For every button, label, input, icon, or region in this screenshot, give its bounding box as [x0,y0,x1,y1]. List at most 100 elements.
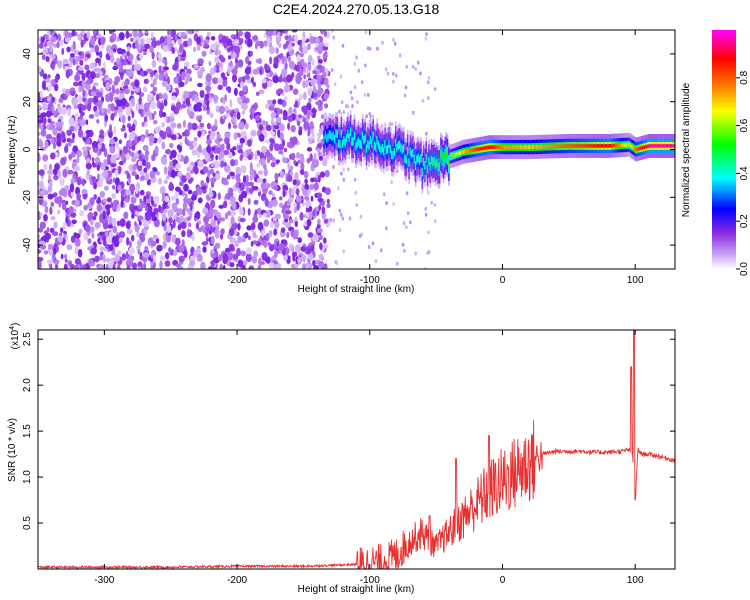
heatmap-noise-cell [85,162,92,170]
heatmap-noise-cell [168,247,172,253]
heatmap-signal-cell [657,144,660,148]
heatmap-noise-cell [330,68,334,73]
heatmap-noise-cell [99,246,105,251]
heatmap-noise-cell [237,236,243,244]
heatmap-signal-cell [388,139,390,149]
heatmap-signal-cell [337,139,340,148]
heatmap-noise-cell [43,49,49,55]
heatmap-noise-cell [268,46,275,55]
heatmap-noise-cell [267,80,273,88]
heatmap-noise-cell [126,228,133,235]
heatmap-noise-cell [273,185,279,190]
heatmap-noise-cell [225,112,230,118]
heatmap-noise-cell [302,188,308,196]
heatmap-noise-cell [268,230,273,237]
heatmap-noise-cell [299,70,304,77]
heatmap-signal-cell [331,132,333,142]
heatmap-noise-cell [117,166,122,175]
heatmap-noise-cell [191,90,196,96]
heatmap-noise-cell [294,220,298,228]
heatmap-signal-cell [489,145,491,149]
heatmap-noise-cell [199,90,205,98]
heatmap-noise-cell [280,227,286,233]
heatmap-noise-cell [100,108,105,114]
heatmap-noise-cell [177,224,182,231]
heatmap-noise-cell [61,201,67,211]
heatmap-noise-cell [136,231,140,238]
heatmap-noise-cell [54,75,59,84]
heatmap-noise-cell [392,37,395,42]
heatmap-noise-cell [158,204,162,212]
heatmap-noise-cell [416,60,420,65]
heatmap-noise-cell [270,161,276,168]
heatmap-noise-cell [44,34,49,40]
heatmap-noise-cell [103,61,106,70]
heatmap-noise-cell [67,108,72,117]
heatmap-noise-cell [90,47,95,53]
heatmap-signal-cell [483,146,486,150]
heatmap-noise-cell [145,214,151,221]
heatmap-noise-cell [229,200,233,206]
heatmap-noise-cell [70,190,75,198]
heatmap-noise-cell [114,106,119,111]
heatmap-signal-cell [449,154,451,159]
heatmap-noise-cell [97,99,103,107]
heatmap-signal-cell [592,144,595,148]
heatmap-noise-cell [263,239,268,249]
heatmap-noise-cell [309,36,315,45]
heatmap-noise-cell [51,62,55,71]
heatmap-noise-cell [257,264,262,269]
heatmap-noise-cell [319,234,323,241]
colorbar-label: Normalized spectral amplitude [681,82,692,217]
heatmap-noise-cell [175,216,180,223]
heatmap-signal-cell [481,146,483,151]
heatmap-signal-cell [402,144,405,153]
heatmap-noise-cell [202,246,207,253]
heatmap-noise-cell [315,43,319,48]
heatmap-noise-cell [220,160,225,168]
heatmap-noise-cell [162,57,166,64]
heatmap-signal-cell [656,144,658,148]
heatmap-noise-cell [331,30,334,33]
heatmap-noise-cell [321,45,329,51]
heatmap-noise-cell [303,74,306,80]
heatmap-noise-cell [53,221,58,229]
colorbar-tick-label: 0.2 [739,214,750,228]
heatmap-noise-cell [287,161,291,171]
heatmap-noise-cell [74,264,80,269]
heatmap-noise-cell [320,200,325,207]
heatmap-noise-cell [300,156,305,164]
heatmap-noise-cell [215,154,219,161]
heatmap-noise-cell [265,30,272,37]
heatmap-noise-cell [208,60,212,67]
heatmap-noise-cell [268,261,275,269]
heatmap-noise-cell [311,244,315,252]
heatmap-noise-cell [218,105,225,115]
heatmap-noise-cell [294,34,299,43]
heatmap-noise-cell [92,95,99,104]
heatmap-noise-cell [146,68,153,73]
heatmap-noise-cell [392,201,395,206]
heatmap-noise-cell [81,188,88,195]
heatmap-noise-cell [236,111,241,120]
heatmap-noise-cell [90,36,94,46]
heatmap-noise-cell [117,184,122,192]
heatmap-signal-cell [353,131,356,141]
heatmap-noise-cell [118,112,123,118]
heatmap-noise-cell [59,177,65,187]
heatmap-noise-cell [323,30,327,38]
heatmap-noise-cell [299,52,304,58]
heatmap-noise-cell [83,57,89,62]
heatmap-noise-cell [227,87,231,94]
heatmap-noise-cell [293,230,298,240]
heatmap-noise-cell [307,253,314,261]
heatmap-noise-cell [205,212,212,218]
heatmap-noise-cell [169,160,174,168]
heatmap-signal-cell [647,144,649,149]
heatmap-noise-cell [47,244,54,248]
heatmap-signal-cell [586,144,588,148]
heatmap-signal-cell [417,153,420,163]
heatmap-noise-cell [237,96,243,104]
heatmap-noise-cell [169,181,173,190]
heatmap-noise-cell [73,232,77,237]
